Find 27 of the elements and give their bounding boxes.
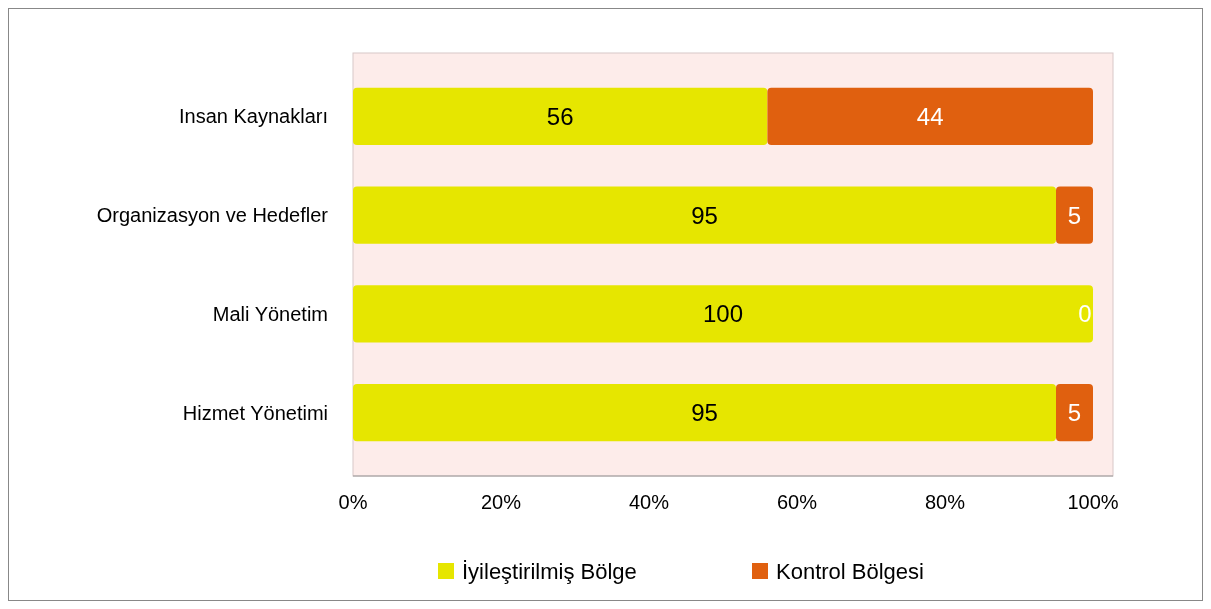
data-label: 56	[546, 102, 574, 130]
x-tick-label: 60%	[776, 491, 818, 513]
data-label: 0	[1078, 300, 1092, 328]
bar	[353, 186, 1056, 244]
bar	[353, 285, 1093, 343]
y-tick-label: Mali Yönetim	[212, 302, 328, 325]
bar	[1056, 383, 1093, 442]
legend-label: Kontrol Bölgesi	[776, 558, 924, 584]
bar	[767, 87, 1093, 146]
y-tick-label: Organizasyon ve Hedefler	[96, 204, 329, 227]
data-label: 95	[691, 201, 718, 229]
x-tick-label: 0%	[338, 491, 368, 513]
data-label: 5	[1067, 201, 1082, 229]
bar	[353, 383, 1056, 442]
data-label: 44	[916, 102, 944, 130]
x-tick-label: 40%	[628, 491, 670, 513]
data-label: 100	[702, 300, 744, 328]
bar	[353, 87, 768, 146]
data-label: 95	[691, 399, 718, 427]
bar	[1056, 186, 1093, 244]
y-tick-label: Insan Kaynakları	[179, 105, 328, 128]
legend-label: İyileştirilmiş Bölge	[462, 558, 637, 584]
data-label: 5	[1067, 399, 1082, 427]
x-tick-label: 80%	[924, 491, 966, 513]
x-tick-label: 100%	[1067, 491, 1119, 513]
y-tick-label: Hizmet Yönetimi	[182, 401, 328, 424]
x-tick-label: 20%	[480, 491, 522, 513]
